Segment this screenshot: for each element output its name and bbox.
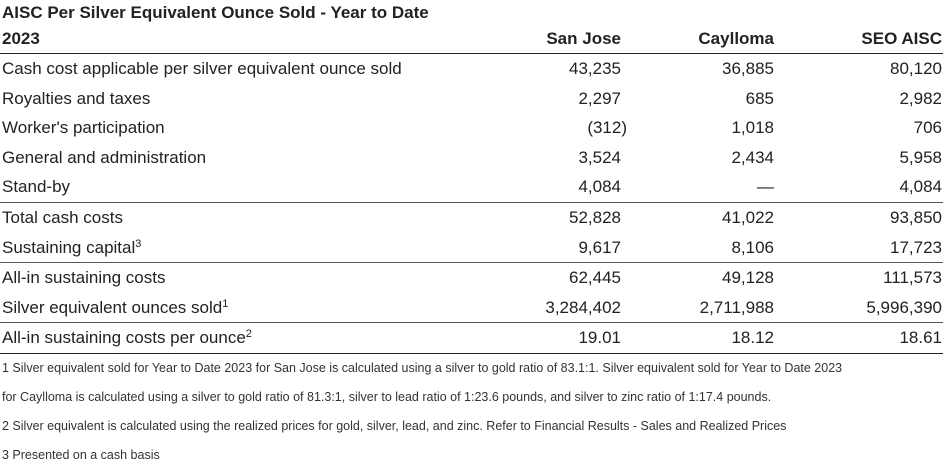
footnote-ref: 3 — [135, 237, 142, 250]
cell-san-jose: 4,084 — [578, 177, 621, 197]
table-row: Worker's participation (312) 1,018 706 — [0, 113, 943, 143]
table-row: Stand-by 4,084 — 4,084 — [0, 172, 943, 202]
row-label: Worker's participation — [2, 118, 165, 138]
cell-san-jose: (312) — [587, 118, 627, 138]
footnote-1b: for Caylloma is calculated using a silve… — [2, 389, 772, 404]
footnote-1a: 1 Silver equivalent sold for Year to Dat… — [2, 360, 843, 375]
cell-seo-aisc: 5,958 — [899, 147, 942, 167]
cell-caylloma: 1,018 — [731, 118, 774, 138]
cell-san-jose: 52,828 — [569, 207, 621, 227]
cell-san-jose: 2,297 — [578, 88, 621, 108]
row-label: Stand-by — [2, 177, 71, 197]
row-label: All-in sustaining costs per ounce2 — [2, 328, 252, 348]
cell-caylloma: 2,711,988 — [699, 297, 774, 317]
cell-caylloma: 49,128 — [722, 268, 774, 288]
table-row: General and administration 3,524 2,434 5… — [0, 143, 943, 173]
table-title: AISC Per Silver Equivalent Ounce Sold - … — [2, 3, 429, 48]
column-header-san-jose: San Jose — [546, 29, 621, 48]
row-label: Silver equivalent ounces sold1 — [2, 297, 229, 317]
cell-san-jose: 19.01 — [578, 328, 621, 348]
cell-seo-aisc: 18.61 — [899, 328, 942, 348]
cell-seo-aisc: 93,850 — [890, 207, 942, 227]
table-row-total-cash-costs: Total cash costs 52,828 41,022 93,850 — [0, 201, 943, 233]
cell-seo-aisc: 17,723 — [890, 237, 942, 257]
table-body: Cash cost applicable per silver equivale… — [0, 54, 943, 354]
row-label: Cash cost applicable per silver equivale… — [2, 59, 402, 78]
footnote-2: 2 Silver equivalent is calculated using … — [2, 418, 787, 433]
row-label: Sustaining capital3 — [2, 237, 142, 257]
cell-caylloma: 18.12 — [731, 328, 774, 348]
cell-san-jose: 3,284,402 — [545, 297, 621, 317]
cell-caylloma: 685 — [745, 88, 774, 108]
table-row: Cash cost applicable per silver equivale… — [0, 54, 943, 84]
cell-seo-aisc: 80,120 — [890, 59, 942, 78]
cell-caylloma: 8,106 — [731, 237, 774, 257]
table-row: Royalties and taxes 2,297 685 2,982 — [0, 84, 943, 114]
column-header-seo-aisc: SEO AISC — [861, 29, 942, 48]
table-row-aisc: All-in sustaining costs 62,445 49,128 11… — [0, 262, 943, 293]
cell-seo-aisc: 706 — [913, 118, 942, 138]
column-header-caylloma: Caylloma — [698, 29, 774, 48]
row-label: Royalties and taxes — [2, 88, 151, 108]
table-header: AISC Per Silver Equivalent Ounce Sold - … — [0, 0, 943, 54]
cell-seo-aisc: 2,982 — [899, 88, 942, 108]
cell-caylloma: 41,022 — [722, 207, 774, 227]
cell-san-jose: 3,524 — [578, 147, 621, 167]
row-label: General and administration — [2, 147, 207, 167]
footnote-3: 3 Presented on a cash basis — [2, 447, 160, 462]
footnote-ref: 1 — [222, 297, 229, 310]
row-label: Total cash costs — [2, 207, 123, 227]
footnotes: 1 Silver equivalent sold for Year to Dat… — [0, 354, 943, 470]
footnote-ref: 2 — [245, 328, 252, 341]
cell-san-jose: 43,235 — [569, 59, 621, 78]
cell-seo-aisc: 5,996,390 — [866, 297, 942, 317]
table-row: Silver equivalent ounces sold1 3,284,402… — [0, 293, 943, 323]
cell-caylloma: — — [757, 177, 774, 197]
cell-caylloma: 36,885 — [722, 59, 774, 78]
table-row: Sustaining capital3 9,617 8,106 17,723 — [0, 233, 943, 263]
cell-san-jose: 62,445 — [569, 268, 621, 288]
row-label: All-in sustaining costs — [2, 268, 166, 288]
cell-san-jose: 9,617 — [578, 237, 621, 257]
table-row-aisc-per-ounce: All-in sustaining costs per ounce2 19.01… — [0, 322, 943, 353]
cell-seo-aisc: 4,084 — [899, 177, 942, 197]
cell-caylloma: 2,434 — [731, 147, 774, 167]
cell-seo-aisc: 111,573 — [883, 268, 942, 288]
